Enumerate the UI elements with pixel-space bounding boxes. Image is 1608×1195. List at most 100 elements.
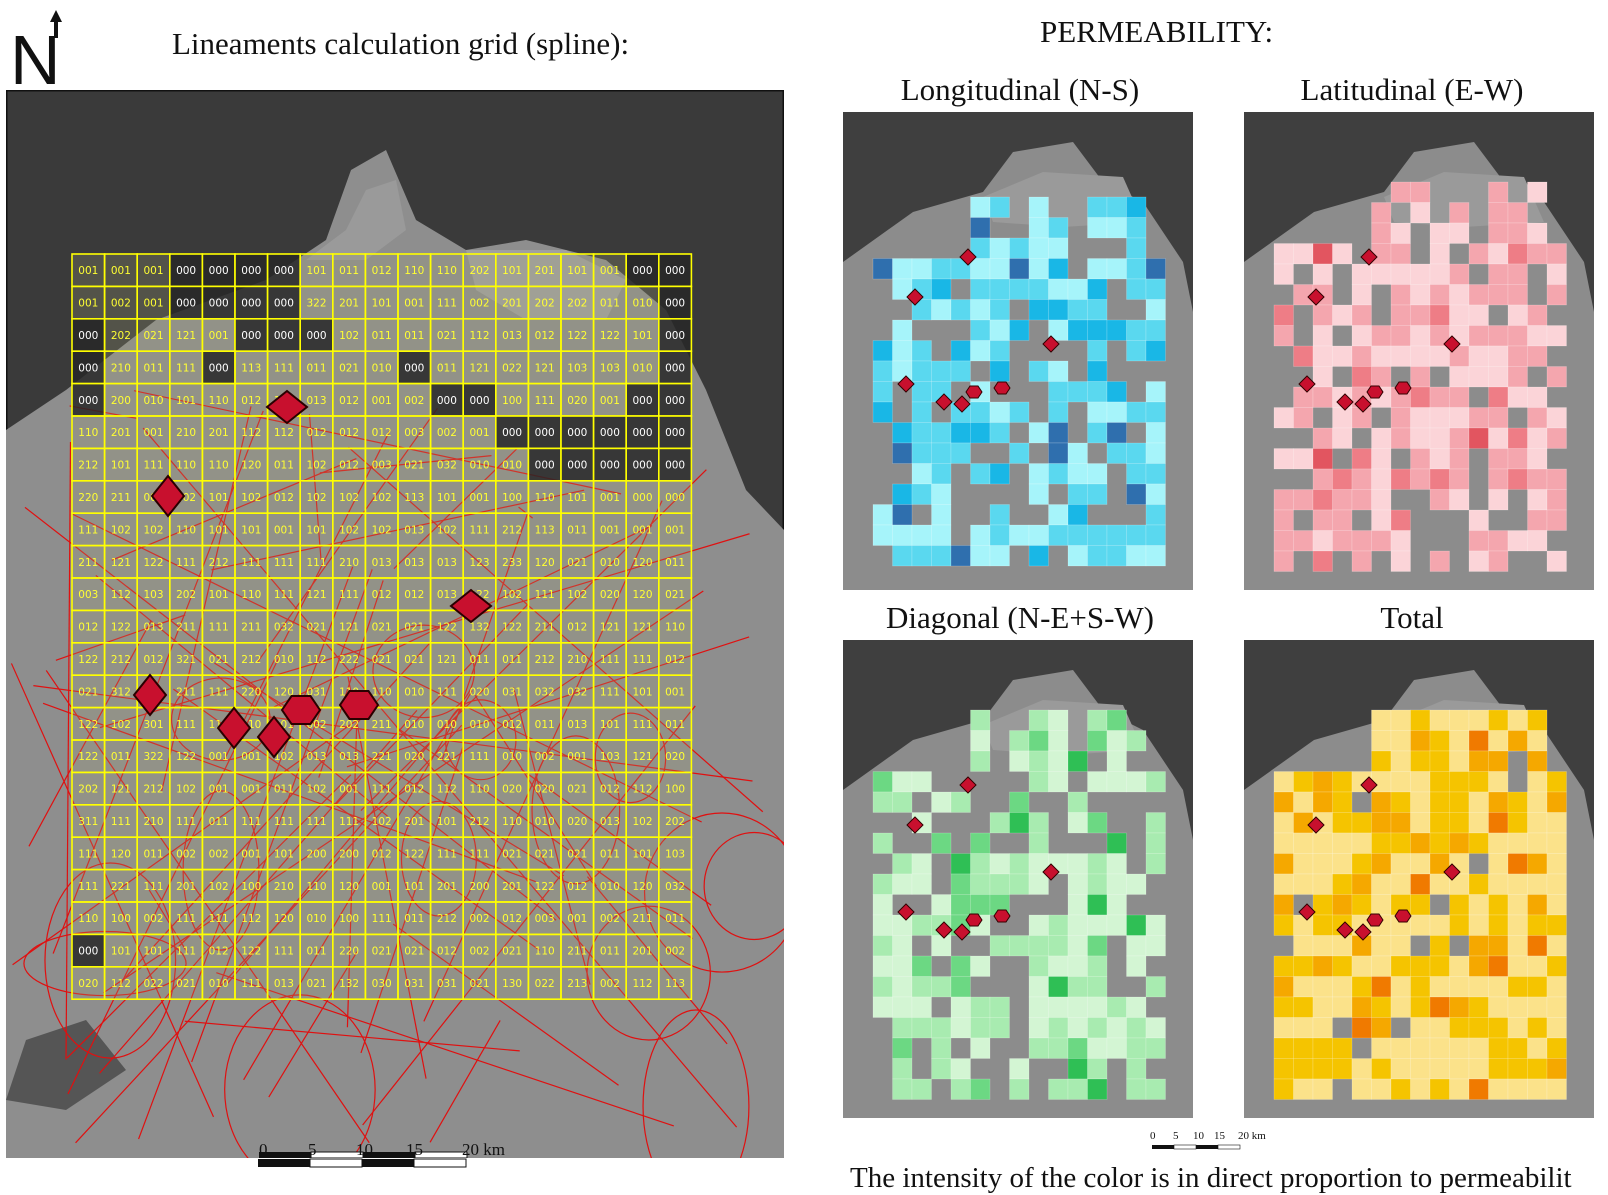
grid-cell (136, 350, 171, 385)
permeability-cell (1410, 771, 1431, 793)
grid-cell-value: 002 (600, 913, 620, 925)
permeability-cell (1507, 812, 1528, 834)
grid-cell-value: 103 (600, 362, 620, 374)
lineament-line (161, 406, 252, 792)
grid-cell-value: 122 (176, 751, 196, 763)
grid-cell-value: 001 (469, 492, 489, 504)
permeability-cell (970, 853, 991, 875)
permeability-cell (1273, 509, 1294, 531)
grid-cell-value: 122 (437, 622, 457, 634)
grid-cell-value: 012 (143, 654, 163, 666)
lineament-ring (643, 812, 784, 973)
grid-cell (397, 318, 432, 353)
grid-cell (103, 674, 138, 709)
permeability-cell (1449, 304, 1470, 326)
permeability-cell (1293, 1017, 1314, 1039)
permeability-cell (1507, 914, 1528, 936)
permeability-cell (1067, 914, 1088, 936)
grid-cell (560, 253, 595, 288)
grid-cell (136, 512, 171, 547)
grid-cell-value: 020 (404, 751, 424, 763)
permeability-cell (1468, 427, 1489, 449)
permeability-cell (911, 996, 932, 1018)
permeability-cell (1332, 935, 1353, 957)
permeability-cell (1106, 873, 1127, 895)
grid-cell-value: 010 (632, 298, 652, 310)
grid-cell-value: 121 (111, 557, 131, 569)
grid-cell-value: 001 (78, 265, 98, 277)
permeability-cell (1390, 935, 1411, 957)
permeability-cell (1351, 873, 1372, 895)
grid-cell (527, 512, 562, 547)
permeability-cell (1546, 996, 1567, 1018)
permeability-cell (1106, 996, 1127, 1018)
grid-cell-value: 112 (241, 913, 261, 925)
grid-cell (429, 836, 465, 871)
permeability-cell (1410, 709, 1431, 731)
permeability-cell (1449, 894, 1470, 916)
permeability-cell (872, 996, 893, 1018)
grid-cell-value: 032 (274, 622, 294, 634)
lineament-line (95, 574, 388, 817)
permeability-cell (1126, 873, 1147, 895)
permeability-cell (970, 545, 991, 567)
grid-cell-value: 110 (241, 589, 261, 601)
small-scale-label-20: 20 km (1238, 1130, 1266, 1142)
grid-cell-value: 102 (372, 816, 392, 828)
permeability-cell (931, 1037, 952, 1059)
main-scale-label-20: 20 km (462, 1140, 505, 1159)
permeability-cell (1028, 196, 1049, 218)
permeability-cell (1507, 873, 1528, 895)
permeability-cell (1507, 832, 1528, 854)
grid-cell-value: 000 (78, 946, 98, 958)
permeability-cell (1468, 709, 1489, 731)
grid-cell-value: 212 (143, 784, 163, 796)
grid-cell-value: 012 (339, 395, 359, 407)
grid-cell-value: 121 (339, 622, 359, 634)
grid-cell-value: 001 (404, 298, 424, 310)
permeability-cell (1332, 345, 1353, 367)
grid-cell-value: 120 (632, 589, 652, 601)
permeability-cell (1048, 442, 1069, 464)
permeability-cell (911, 1017, 932, 1039)
panel-marker-diamond (1354, 923, 1372, 941)
permeability-cell (1429, 832, 1450, 854)
grid-cell-value: 021 (372, 654, 392, 666)
grid-cell-value: 120 (274, 686, 294, 698)
permeability-cell (1507, 1037, 1528, 1059)
permeability-cell (1429, 284, 1450, 306)
grid-cell (331, 447, 367, 482)
grid-cell-value: 012 (209, 946, 229, 958)
permeability-cell (1488, 832, 1509, 854)
permeability-cell (1429, 1037, 1450, 1059)
permeability-cell (1410, 1037, 1431, 1059)
panel-title-longitudinal: Longitudinal (N-S) (900, 72, 1140, 107)
grid-cell-value: 111 (274, 557, 294, 569)
permeability-cell (1009, 401, 1030, 423)
grid-cell-value: 021 (209, 654, 229, 666)
permeability-cell (1527, 976, 1548, 998)
grid-cell-value: 112 (469, 330, 489, 342)
permeability-cell (1145, 258, 1166, 280)
permeability-cell (1507, 202, 1528, 224)
permeability-cell (1488, 914, 1509, 936)
grid-cell-value: 102 (437, 524, 457, 536)
permeability-cell (1273, 771, 1294, 793)
grid-cell (657, 544, 693, 579)
permeability-cell (1312, 325, 1333, 347)
grid-cell-value: 021 (502, 946, 522, 958)
permeability-cell (1067, 935, 1088, 957)
permeability-cell (1527, 1017, 1548, 1039)
grid-cell (364, 609, 399, 644)
permeability-cell (1527, 345, 1548, 367)
permeability-cell (1009, 1058, 1030, 1080)
permeability-title: PERMEABILITY: (1040, 14, 1274, 49)
land-island (306, 180, 406, 260)
grid-cell (560, 479, 595, 514)
grid-cell (462, 479, 497, 514)
grid-cell (299, 836, 334, 871)
grid-cell-value: 013 (404, 557, 424, 569)
permeability-cell (1468, 812, 1489, 834)
grid-cell-value: 013 (502, 330, 522, 342)
grid-cell-value: 111 (176, 719, 196, 731)
